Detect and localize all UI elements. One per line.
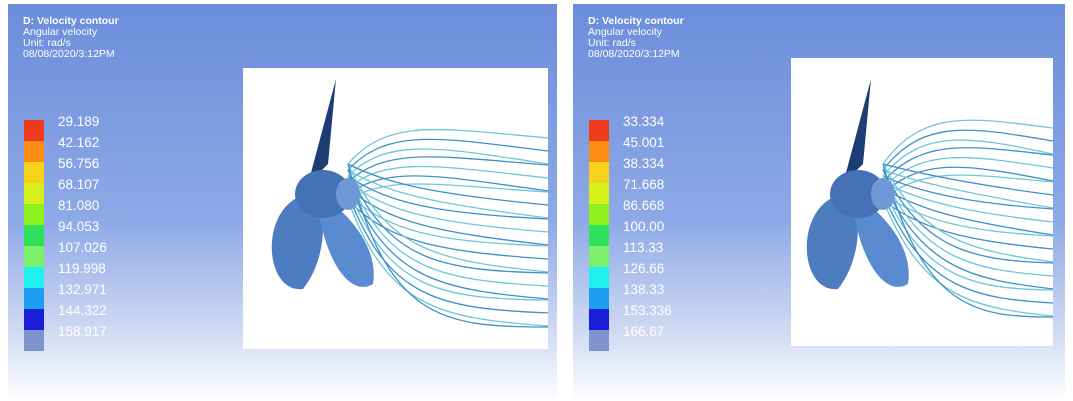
legend-label: 86.668 — [623, 198, 664, 213]
legend-label: 38.334 — [623, 156, 664, 171]
legend-label: 33.334 — [623, 114, 664, 129]
legend-label: 153.336 — [623, 303, 672, 318]
hub-cap — [871, 178, 895, 210]
legend-swatch — [24, 141, 44, 162]
legend-swatch — [24, 120, 44, 141]
legend-label: 138.33 — [623, 282, 664, 297]
legend-swatch — [24, 267, 44, 288]
legend-label: 100.00 — [623, 219, 664, 234]
legend-swatch — [589, 162, 609, 183]
legend-label: 158.917 — [58, 324, 107, 339]
legend-label: 126.66 — [623, 261, 664, 276]
legend-swatch — [24, 183, 44, 204]
legend-swatch — [589, 141, 609, 162]
legend-swatch — [589, 330, 609, 351]
figure: D: Velocity contourAngular velocityUnit:… — [0, 0, 1073, 401]
legend-swatch — [24, 246, 44, 267]
legend-label: 132.971 — [58, 282, 107, 297]
legend-label: 29.189 — [58, 114, 99, 129]
legend-label: 94.053 — [58, 219, 99, 234]
legend-swatch — [24, 309, 44, 330]
legend-swatch — [589, 267, 609, 288]
hub-cap — [336, 178, 360, 210]
legend-swatch — [589, 183, 609, 204]
legend-swatch — [589, 309, 609, 330]
legend-label: 119.998 — [58, 261, 106, 276]
legend-swatch — [589, 288, 609, 309]
legend-swatch — [589, 120, 609, 141]
legend-label: 81.080 — [58, 198, 99, 213]
legend-label: 113.33 — [623, 240, 663, 255]
header-line: 08/08/2020/3:12PM — [588, 49, 680, 60]
legend-label: 45.001 — [623, 135, 664, 150]
legend-label: 107.026 — [58, 240, 107, 255]
legend-label: 166.67 — [623, 324, 664, 339]
legend-swatch — [24, 225, 44, 246]
legend-label: 71.668 — [623, 177, 664, 192]
legend-swatch — [24, 330, 44, 351]
legend-swatch — [589, 225, 609, 246]
header-line: 08/08/2020/3:12PM — [23, 49, 115, 60]
legend-swatch — [589, 204, 609, 225]
legend-label: 56.756 — [58, 156, 99, 171]
legend-swatch — [24, 288, 44, 309]
legend-swatch — [24, 162, 44, 183]
legend-swatch — [24, 204, 44, 225]
legend-swatch — [589, 246, 609, 267]
legend-label: 144.322 — [58, 303, 107, 318]
legend-label: 42.162 — [58, 135, 99, 150]
legend-label: 68.107 — [58, 177, 99, 192]
